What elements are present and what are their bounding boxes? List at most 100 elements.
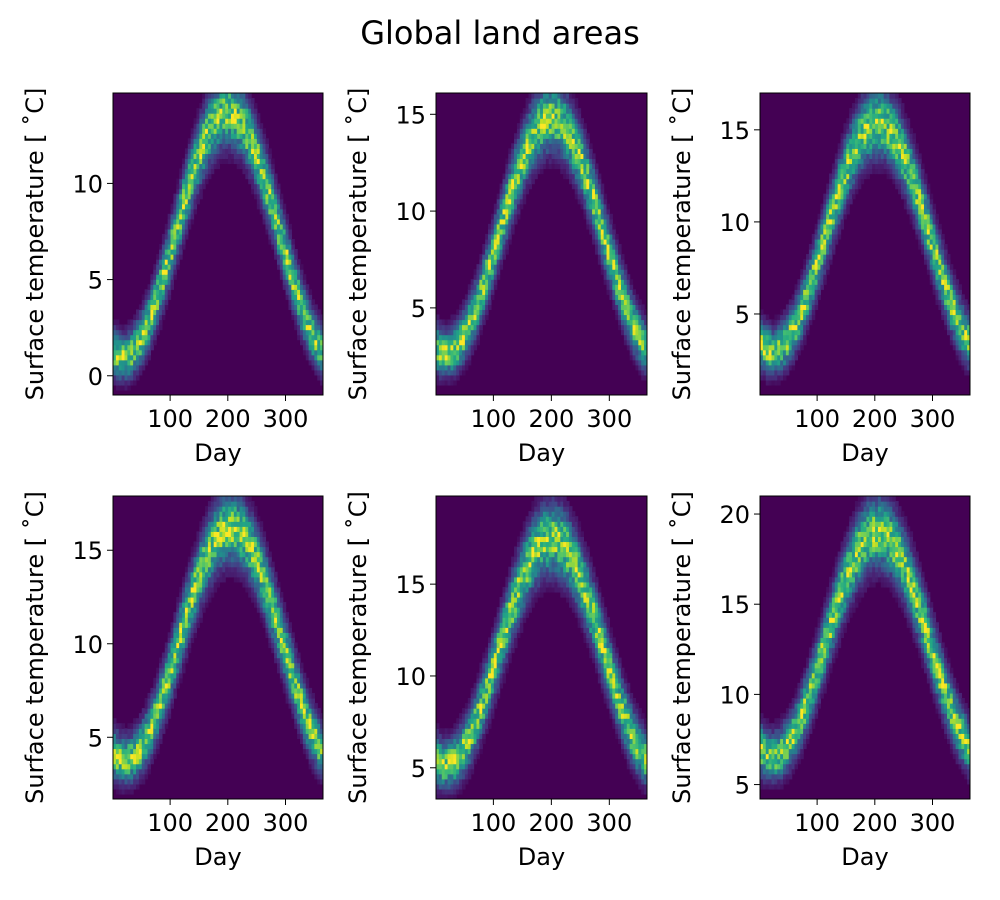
heatmap-cell — [788, 304, 793, 311]
heatmap-cell — [806, 274, 810, 280]
heatmap-cell — [242, 148, 246, 154]
heatmap-cell — [623, 339, 628, 346]
heatmap-cell — [542, 98, 547, 104]
heatmap-cell — [314, 733, 318, 739]
heatmap-cell — [817, 294, 822, 300]
heatmap-cell — [308, 687, 313, 694]
heatmap-cell — [187, 632, 192, 638]
heatmap-cell — [525, 188, 530, 195]
heatmap-cell — [127, 379, 131, 386]
heatmap-cell — [531, 153, 535, 160]
heatmap-cell — [147, 319, 151, 326]
heatmap-cell — [305, 738, 310, 745]
heatmap-cell — [609, 289, 613, 295]
heatmap-cell — [233, 526, 238, 532]
heatmap-cell — [511, 168, 515, 175]
heatmap-cell — [814, 259, 819, 265]
heatmap-cell — [967, 339, 970, 346]
heatmap-cell — [282, 687, 287, 694]
heatmap-cell — [620, 269, 625, 275]
heatmap-cell — [176, 213, 180, 220]
heatmap-cell — [320, 334, 323, 341]
heatmap-cell — [259, 138, 264, 144]
heatmap-cell — [519, 193, 524, 200]
heatmap-cell — [170, 632, 175, 638]
heatmap-cell — [317, 344, 321, 351]
heatmap-cell — [597, 244, 602, 250]
heatmap-cell — [274, 591, 278, 598]
heatmap-cell — [308, 309, 313, 316]
heatmap-cell — [762, 374, 767, 381]
heatmap-cell — [459, 329, 463, 336]
heatmap-cell — [852, 103, 856, 109]
heatmap-cell — [299, 718, 304, 724]
heatmap-cell — [239, 536, 244, 543]
heatmap-cell — [251, 531, 255, 537]
heatmap-cell — [302, 274, 307, 280]
heatmap-cell — [794, 309, 798, 316]
heatmap-cell — [814, 269, 819, 275]
heatmap-cell — [230, 123, 235, 129]
heatmap-cell — [843, 148, 847, 154]
heatmap-cell — [834, 158, 839, 165]
heatmap-cell — [566, 108, 570, 114]
heatmap-cell — [294, 667, 298, 674]
heatmap-cell — [941, 264, 945, 270]
heatmap-cell — [909, 128, 914, 134]
heatmap-cell — [164, 698, 169, 704]
heatmap-cell — [236, 506, 241, 512]
heatmap-cell — [233, 521, 238, 527]
heatmap-cell — [464, 319, 469, 326]
heatmap-cell — [130, 753, 134, 760]
heatmap-cell — [615, 254, 619, 260]
heatmap-cell — [479, 284, 483, 290]
heatmap-cell — [629, 334, 634, 341]
heatmap-cell — [771, 344, 775, 351]
heatmap-cell — [854, 153, 859, 160]
heatmap-cell — [540, 143, 544, 149]
y-axis-label: Surface temperature [ ˚C] — [344, 88, 372, 401]
heatmap-cell — [923, 208, 928, 215]
heatmap-cell — [159, 304, 163, 311]
heatmap-cell — [193, 148, 198, 154]
heatmap-cell — [635, 304, 639, 311]
heatmap-cell — [783, 349, 787, 356]
heatmap-cell — [156, 299, 160, 305]
heatmap-cell — [909, 153, 914, 160]
heatmap-cell — [502, 178, 506, 185]
heatmap-cell — [912, 188, 916, 195]
heatmap-cell — [571, 143, 576, 149]
heatmap-cell — [141, 743, 146, 750]
heatmap-cell — [568, 118, 573, 124]
heatmap-cell — [230, 496, 235, 502]
heatmap-cell — [138, 369, 143, 376]
heatmap-cell — [834, 153, 839, 160]
heatmap-cell — [311, 768, 315, 775]
heatmap-cell — [147, 708, 151, 714]
heatmap-cell — [831, 183, 836, 190]
heatmap-cell — [147, 324, 151, 331]
heatmap-cell — [216, 571, 221, 578]
heatmap-cell — [912, 223, 916, 230]
heatmap-cell — [222, 526, 226, 532]
heatmap-cell — [852, 148, 856, 154]
heatmap-cell — [760, 314, 764, 321]
heatmap-cell — [190, 632, 195, 638]
heatmap-cell — [476, 289, 480, 295]
heatmap-cell — [161, 264, 166, 270]
heatmap-cell — [490, 259, 495, 265]
heatmap-cell — [791, 294, 796, 300]
heatmap-cell — [875, 103, 879, 109]
heatmap-cell — [505, 183, 509, 190]
heatmap-cell — [949, 284, 954, 290]
heatmap-cell — [464, 309, 469, 316]
heatmap-cell — [173, 259, 177, 265]
heatmap-cell — [903, 128, 908, 134]
y-tick-label: 15 — [719, 117, 750, 145]
heatmap-cell — [459, 344, 463, 351]
heatmap-cell — [202, 576, 206, 583]
heatmap-cell — [314, 748, 318, 755]
heatmap-cell — [199, 183, 203, 190]
heatmap-cell — [239, 128, 244, 134]
heatmap-cell — [167, 703, 172, 709]
